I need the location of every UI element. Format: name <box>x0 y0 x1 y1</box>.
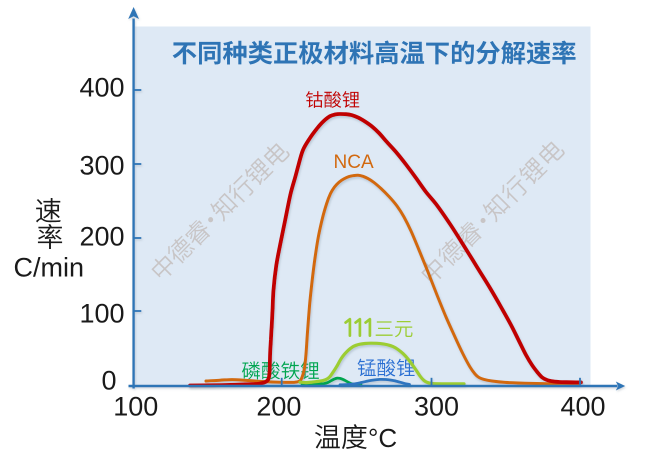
svg-text:400: 400 <box>560 392 605 422</box>
svg-text:C/min: C/min <box>14 253 85 283</box>
svg-text:100: 100 <box>113 392 158 422</box>
svg-text:NCA: NCA <box>334 152 374 173</box>
svg-text:200: 200 <box>79 222 124 252</box>
svg-text:°C: °C <box>368 423 397 453</box>
svg-text:0: 0 <box>101 366 116 396</box>
svg-text:300: 300 <box>79 151 124 181</box>
svg-text:400: 400 <box>79 72 124 102</box>
svg-text:100: 100 <box>79 299 124 329</box>
svg-text:300: 300 <box>414 392 459 422</box>
svg-text:200: 200 <box>256 392 301 422</box>
